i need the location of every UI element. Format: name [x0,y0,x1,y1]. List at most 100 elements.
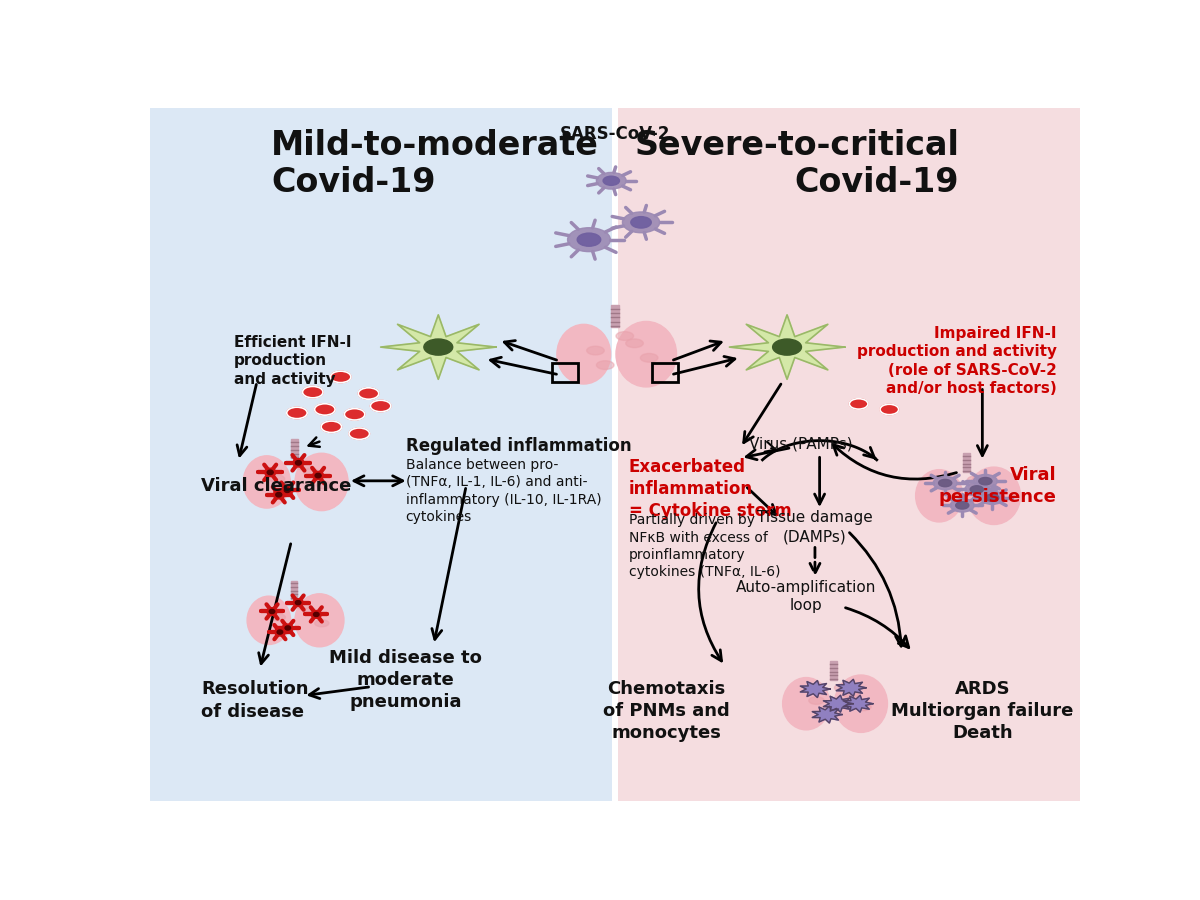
FancyBboxPatch shape [150,108,612,801]
Ellipse shape [965,482,989,496]
Ellipse shape [880,404,899,415]
Ellipse shape [856,703,871,711]
FancyBboxPatch shape [830,661,836,680]
Ellipse shape [266,608,277,616]
Ellipse shape [834,684,850,691]
Ellipse shape [274,491,284,499]
Ellipse shape [973,474,997,488]
Ellipse shape [295,454,348,510]
Ellipse shape [302,386,323,398]
Ellipse shape [950,501,966,509]
Text: Virus (PAMPs): Virus (PAMPs) [749,436,853,452]
Ellipse shape [275,628,286,636]
Ellipse shape [280,626,293,633]
Ellipse shape [817,709,833,717]
Text: Mild disease to
moderate
pneumonia: Mild disease to moderate pneumonia [329,649,482,711]
Ellipse shape [317,482,331,489]
Ellipse shape [985,494,998,501]
Ellipse shape [616,321,677,387]
Ellipse shape [276,492,282,497]
Ellipse shape [278,488,293,495]
Ellipse shape [349,428,370,439]
Ellipse shape [625,339,643,347]
Ellipse shape [271,614,286,621]
Ellipse shape [282,486,293,494]
Ellipse shape [424,339,452,356]
Ellipse shape [809,697,824,705]
Text: Viral
persistence: Viral persistence [938,465,1057,506]
Text: SARS-CoV-2: SARS-CoV-2 [560,125,670,143]
Ellipse shape [950,499,974,512]
Ellipse shape [269,475,284,482]
Ellipse shape [979,478,992,485]
Polygon shape [844,695,872,712]
Ellipse shape [330,371,350,382]
Ellipse shape [641,354,658,362]
Ellipse shape [989,495,1004,503]
Text: ARDS
Multiorgan failure
Death: ARDS Multiorgan failure Death [892,680,1074,742]
Ellipse shape [277,630,283,634]
Ellipse shape [265,468,276,476]
Text: Chemotaxis
of PNMs and
monocytes: Chemotaxis of PNMs and monocytes [602,680,730,742]
Text: Regulated inflammation: Regulated inflammation [406,437,631,455]
Ellipse shape [295,594,344,647]
Ellipse shape [967,467,1020,525]
Text: Partially driven by
NFκB with excess of
proinflammatory
cytokines (TNFα, IL-6): Partially driven by NFκB with excess of … [629,513,780,580]
Text: Efficient IFN-I
production
and activity: Efficient IFN-I production and activity [234,335,352,387]
Text: Impaired IFN-I
production and activity
(role of SARS-CoV-2
and/or host factors): Impaired IFN-I production and activity (… [857,326,1057,396]
Text: Balance between pro-
(TNFα, IL-1, IL-6) and anti-
inflammatory (IL-10, IL-1RA)
c: Balance between pro- (TNFα, IL-1, IL-6) … [406,458,601,524]
Polygon shape [380,315,496,379]
Text: Severe-to-critical
Covid-19: Severe-to-critical Covid-19 [635,129,959,199]
Ellipse shape [834,675,888,733]
Ellipse shape [311,610,322,618]
Ellipse shape [295,461,301,465]
Bar [653,363,678,382]
Polygon shape [812,706,842,723]
Ellipse shape [322,421,342,433]
Text: Viral clearance: Viral clearance [202,477,352,495]
Ellipse shape [623,212,660,233]
Ellipse shape [955,501,968,509]
Ellipse shape [295,602,310,609]
Ellipse shape [596,361,614,370]
Ellipse shape [596,173,626,189]
Ellipse shape [316,473,322,478]
Ellipse shape [916,470,962,522]
Ellipse shape [304,469,319,476]
Polygon shape [800,680,830,698]
Ellipse shape [287,407,307,418]
Ellipse shape [842,690,858,698]
Ellipse shape [631,217,652,228]
Ellipse shape [269,609,275,614]
Ellipse shape [293,598,304,607]
Ellipse shape [850,399,868,410]
Ellipse shape [268,470,274,474]
Ellipse shape [604,176,619,185]
Ellipse shape [587,346,605,355]
Ellipse shape [934,476,958,490]
Ellipse shape [967,476,983,483]
Text: Tissue damage
(DAMPs): Tissue damage (DAMPs) [757,510,872,544]
Ellipse shape [312,472,324,480]
Ellipse shape [616,331,634,340]
Polygon shape [823,695,853,712]
Ellipse shape [247,596,290,644]
Ellipse shape [302,608,317,615]
Ellipse shape [938,480,952,487]
Polygon shape [730,315,845,379]
FancyBboxPatch shape [290,439,298,458]
Ellipse shape [244,455,290,508]
Ellipse shape [782,678,829,730]
Ellipse shape [371,400,391,411]
Ellipse shape [577,233,601,247]
Text: Auto-amplification
loop: Auto-amplification loop [736,580,876,614]
FancyBboxPatch shape [611,305,619,328]
Ellipse shape [980,491,1004,504]
Ellipse shape [286,626,290,630]
FancyBboxPatch shape [964,453,970,472]
Text: Resolution
of disease: Resolution of disease [202,680,308,721]
Ellipse shape [314,404,335,415]
Ellipse shape [359,388,379,400]
Ellipse shape [313,612,319,616]
Ellipse shape [568,228,611,252]
